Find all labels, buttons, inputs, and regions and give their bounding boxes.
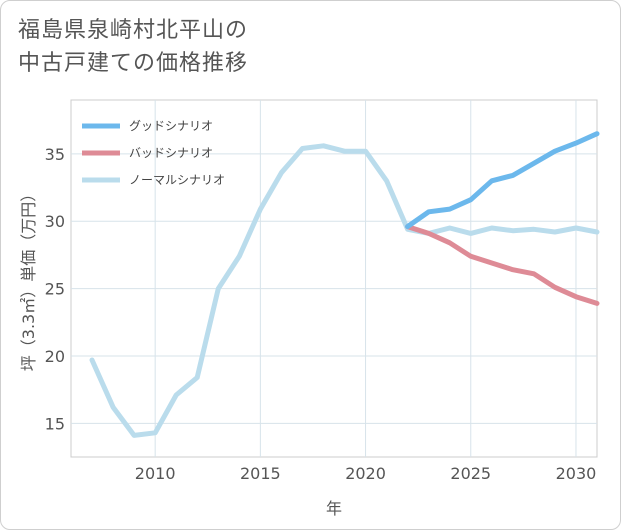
legend-label-2: ノーマルシナリオ bbox=[129, 173, 225, 187]
series-line-0 bbox=[405, 131, 600, 230]
chart-title-line-1: 福島県泉崎村北平山の bbox=[18, 18, 249, 43]
x-tick-label-2030: 2030 bbox=[556, 464, 597, 483]
x-tick-label-2020: 2020 bbox=[345, 464, 386, 483]
x-axis-title: 年 bbox=[326, 499, 342, 518]
series-line-2 bbox=[89, 143, 600, 438]
chart-title: 福島県泉崎村北平山の 中古戸建ての価格推移 bbox=[18, 14, 248, 80]
y-tick-label-15: 15 bbox=[45, 414, 65, 433]
series-line-1 bbox=[405, 224, 600, 306]
y-axis-title: 坪（3.3㎡）単価（万円） bbox=[19, 186, 38, 371]
y-tick-label-25: 25 bbox=[45, 280, 65, 299]
plot-area-frame bbox=[70, 99, 598, 458]
y-tick-label-35: 35 bbox=[45, 145, 65, 164]
legend-label-0: グッドシナリオ bbox=[129, 119, 213, 133]
chart-title-line-2: 中古戸建ての価格推移 bbox=[18, 51, 249, 76]
y-tick-label-30: 30 bbox=[45, 212, 65, 231]
legend-label-1: バッドシナリオ bbox=[129, 146, 213, 160]
x-tick-label-2025: 2025 bbox=[450, 464, 491, 483]
x-tick-label-2015: 2015 bbox=[240, 464, 281, 483]
x-tick-label-2010: 2010 bbox=[135, 464, 176, 483]
y-tick-label-20: 20 bbox=[45, 347, 65, 366]
